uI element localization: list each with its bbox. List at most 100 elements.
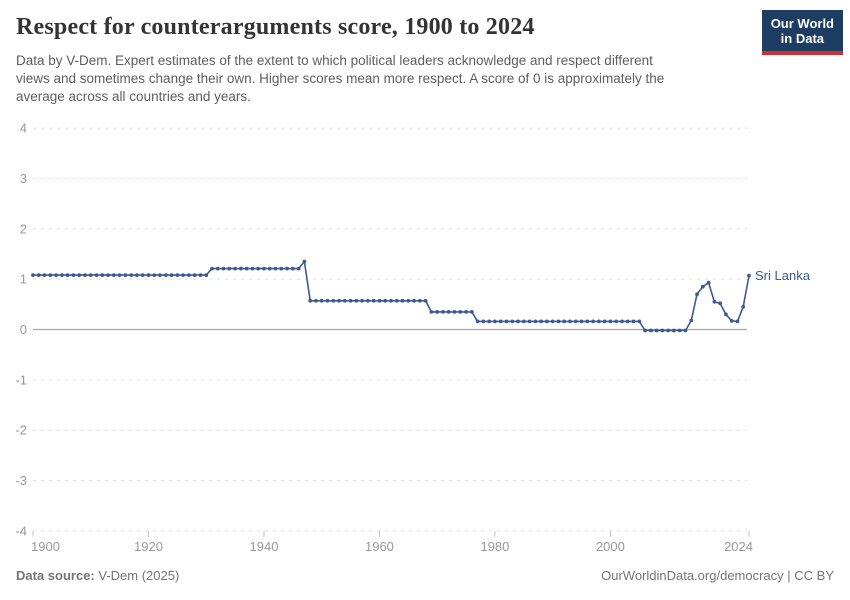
data-point <box>533 319 538 324</box>
data-point <box>210 266 214 271</box>
data-point <box>677 328 682 333</box>
data-point <box>54 273 58 277</box>
data-point <box>215 266 220 271</box>
data-point <box>192 273 197 277</box>
data-point <box>493 319 497 324</box>
data-point <box>342 298 347 303</box>
data-point <box>123 273 128 277</box>
data-source-value: V-Dem (2025) <box>94 568 180 583</box>
data-point <box>290 266 295 271</box>
data-point <box>516 319 520 324</box>
data-point <box>146 273 151 277</box>
chart-subtitle-line: Data by V-Dem. Expert estimates of the e… <box>16 53 653 68</box>
owid-logo[interactable]: Our World in Data <box>761 10 843 55</box>
data-point <box>458 310 463 314</box>
data-point <box>446 310 451 314</box>
data-point <box>389 298 393 303</box>
series-line <box>33 259 750 332</box>
data-point <box>262 266 266 271</box>
data-point <box>452 310 457 314</box>
data-point <box>285 266 289 271</box>
data-point <box>65 273 70 277</box>
data-point <box>204 273 209 277</box>
data-point <box>314 298 318 303</box>
data-point <box>256 266 261 271</box>
data-point <box>672 328 676 333</box>
chart-subtitle: Data by V-Dem. Expert estimates of the e… <box>16 52 736 106</box>
data-point <box>556 319 561 324</box>
entity-label: Sri Lanka <box>755 268 811 283</box>
data-point <box>221 266 226 271</box>
data-point <box>643 328 647 333</box>
chart-subtitle-line: views and sometimes change their own. Hi… <box>16 71 665 86</box>
data-point <box>608 319 613 324</box>
data-point <box>296 266 301 271</box>
data-point <box>573 319 578 324</box>
data-point <box>129 273 134 277</box>
y-tick-label: 0 <box>20 322 27 337</box>
data-point <box>227 266 232 271</box>
data-point <box>360 298 364 303</box>
data-point <box>31 273 35 277</box>
data-point <box>319 298 324 303</box>
y-tick-label: 4 <box>20 121 27 136</box>
data-point <box>233 266 238 271</box>
data-point <box>550 319 555 324</box>
data-point <box>250 266 255 271</box>
data-point <box>654 328 659 333</box>
data-point <box>77 273 82 277</box>
x-tick-label: 1980 <box>480 539 509 554</box>
data-point <box>175 273 180 277</box>
data-point <box>527 319 532 324</box>
data-point <box>591 319 595 324</box>
owid-footer-link[interactable]: OurWorldinData.org/democracy | CC BY <box>601 568 834 583</box>
data-point <box>158 273 162 277</box>
data-source-label: Data source: <box>16 568 95 583</box>
data-point <box>423 298 428 303</box>
data-point <box>602 319 607 324</box>
x-tick-label: 1960 <box>365 539 394 554</box>
chart-subtitle-line: average across all countries and years. <box>16 89 251 104</box>
data-point <box>325 298 330 303</box>
data-point <box>585 319 590 324</box>
y-tick-label: -1 <box>15 372 27 387</box>
data-point <box>579 319 584 324</box>
data-point <box>689 318 694 323</box>
data-point <box>469 310 474 314</box>
data-point <box>487 319 492 324</box>
data-point <box>562 319 567 324</box>
x-tick-label: 2024 <box>724 539 753 554</box>
data-point <box>625 319 630 324</box>
data-point <box>169 273 174 277</box>
data-point <box>418 298 422 303</box>
data-point <box>267 266 272 271</box>
data-point <box>337 298 341 303</box>
data-point <box>366 298 370 303</box>
data-point <box>545 319 549 324</box>
data-point <box>660 328 665 333</box>
data-point <box>683 328 688 333</box>
data-point <box>377 298 382 303</box>
data-point <box>400 298 405 303</box>
data-point <box>308 298 313 303</box>
data-point <box>83 273 87 277</box>
data-point <box>106 273 110 277</box>
x-tick-label: 1920 <box>134 539 163 554</box>
data-point <box>648 328 653 333</box>
owid-logo-line2: in Data <box>780 31 825 46</box>
data-point <box>181 273 186 277</box>
data-point <box>724 312 728 317</box>
data-point <box>412 298 416 303</box>
data-point <box>706 280 711 285</box>
data-point <box>140 273 145 277</box>
data-point <box>100 273 105 277</box>
data-point <box>504 319 509 324</box>
data-point <box>666 328 671 333</box>
data-point <box>273 266 278 271</box>
data-point <box>331 298 336 303</box>
data-point <box>435 310 440 314</box>
data-point <box>597 319 601 324</box>
data-point <box>718 301 722 306</box>
data-point <box>695 292 699 297</box>
